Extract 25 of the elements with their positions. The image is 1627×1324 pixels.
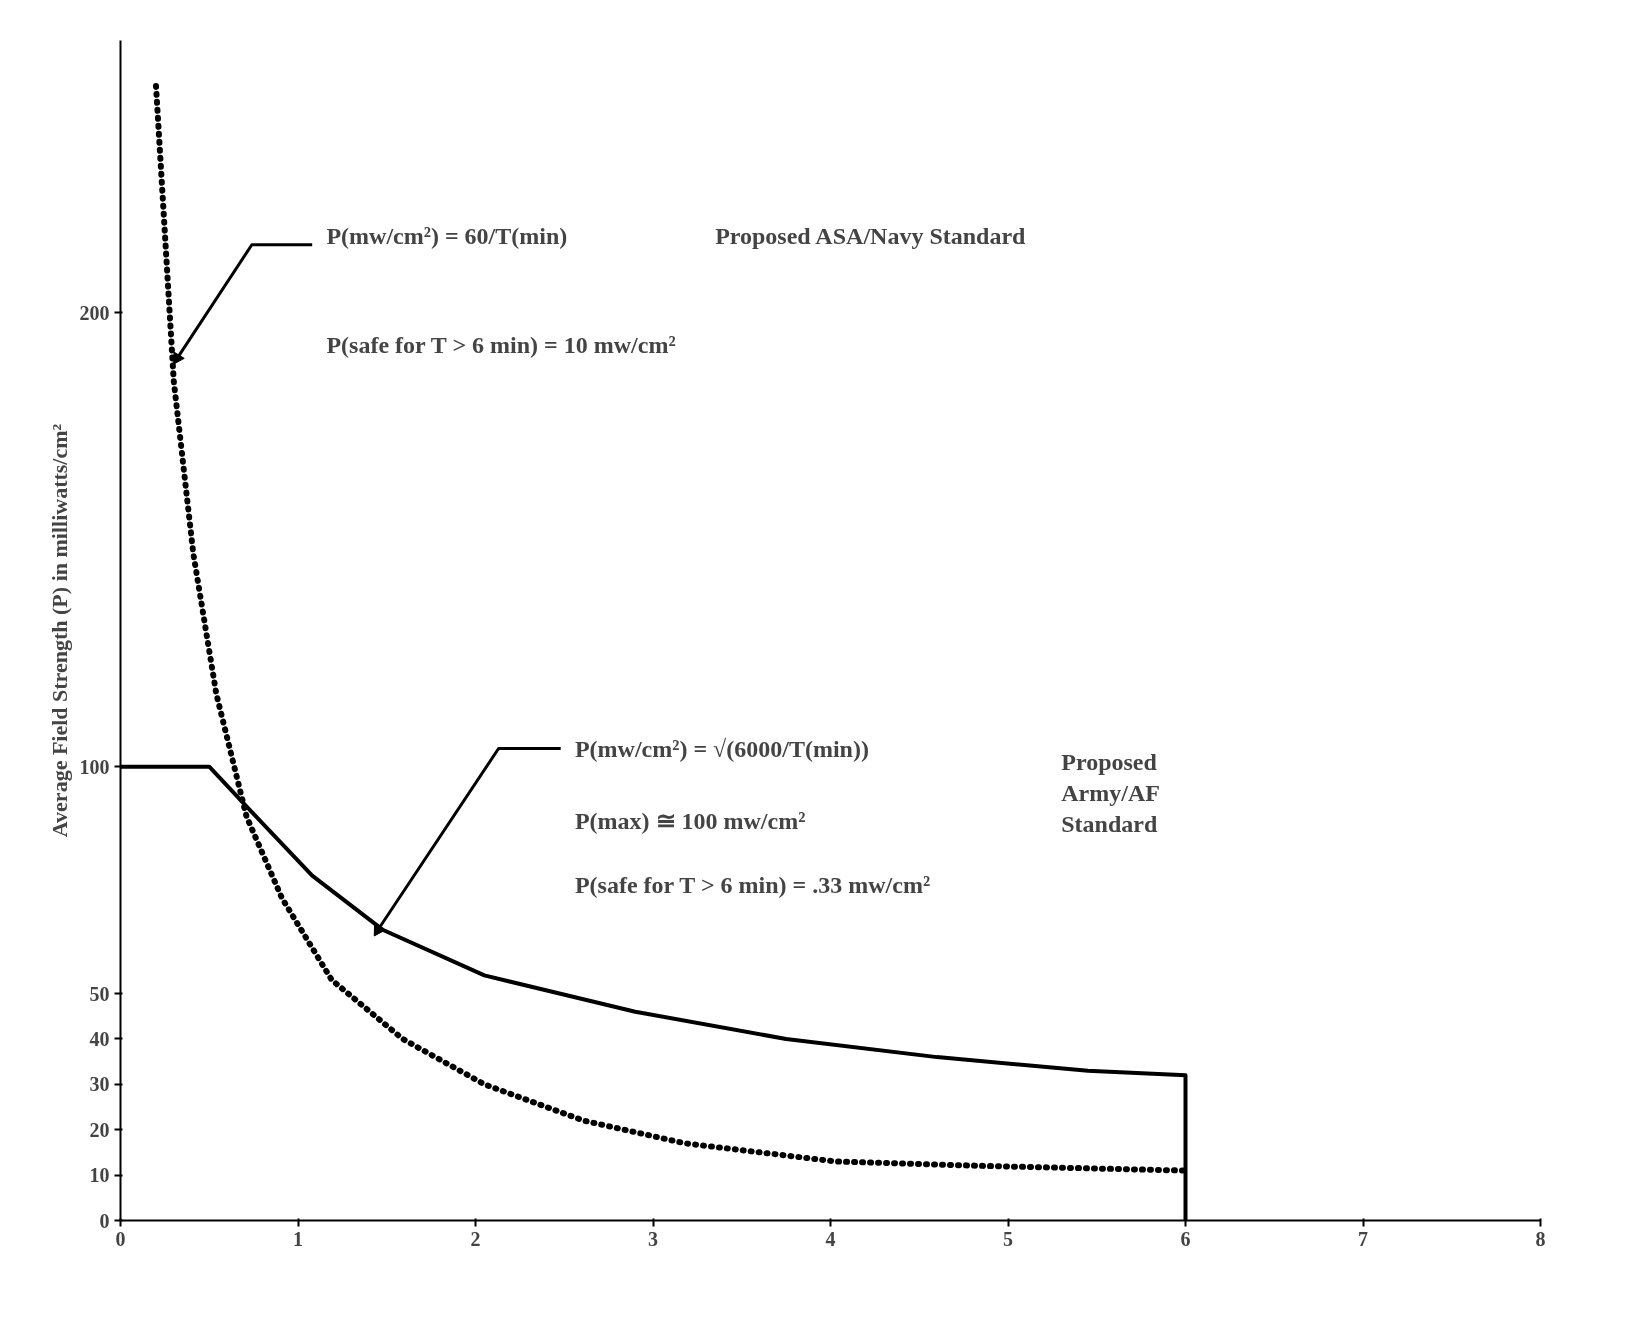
x-tick-label: 1: [293, 1227, 303, 1250]
x-tick-label: 3: [648, 1227, 658, 1250]
y-tick-label: 10: [89, 1164, 110, 1187]
annotation: Proposed Army/AF Standard: [1061, 748, 1160, 837]
x-tick-label: 0: [115, 1227, 126, 1250]
annotation: P(mw/cm²) = √(6000/T(min)): [574, 735, 869, 762]
annotation: P(max) ≅ 100 mw/cm²: [574, 808, 806, 835]
y-tick-label: 40: [89, 1027, 110, 1050]
x-tick-label: 6: [1180, 1227, 1191, 1250]
y-tick-label: 30: [89, 1073, 110, 1096]
y-tick-label: 0: [99, 1209, 110, 1232]
annotation: P(safe for T > 6 min) = 10 mw/cm²: [326, 331, 676, 358]
annotation: P(mw/cm²) = 60/T(min): [326, 222, 568, 249]
y-tick-label: 100: [79, 755, 110, 778]
y-tick-label: 50: [89, 982, 110, 1005]
y-tick-label: 200: [79, 301, 110, 324]
y-tick-label: 20: [89, 1118, 110, 1141]
y-axis-title: Average Field Strength (P) in milliwatts/cm²: [46, 423, 72, 838]
x-tick-label: 7: [1358, 1227, 1368, 1250]
annotation: P(safe for T > 6 min) = .33 mw/cm²: [574, 871, 931, 898]
annotation: Proposed ASA/Navy Standard: [715, 222, 1027, 249]
x-tick-label: 2: [470, 1227, 481, 1250]
x-tick-label: 8: [1535, 1227, 1546, 1250]
x-tick-label: 5: [1003, 1227, 1013, 1250]
x-tick-label: 4: [825, 1227, 836, 1250]
